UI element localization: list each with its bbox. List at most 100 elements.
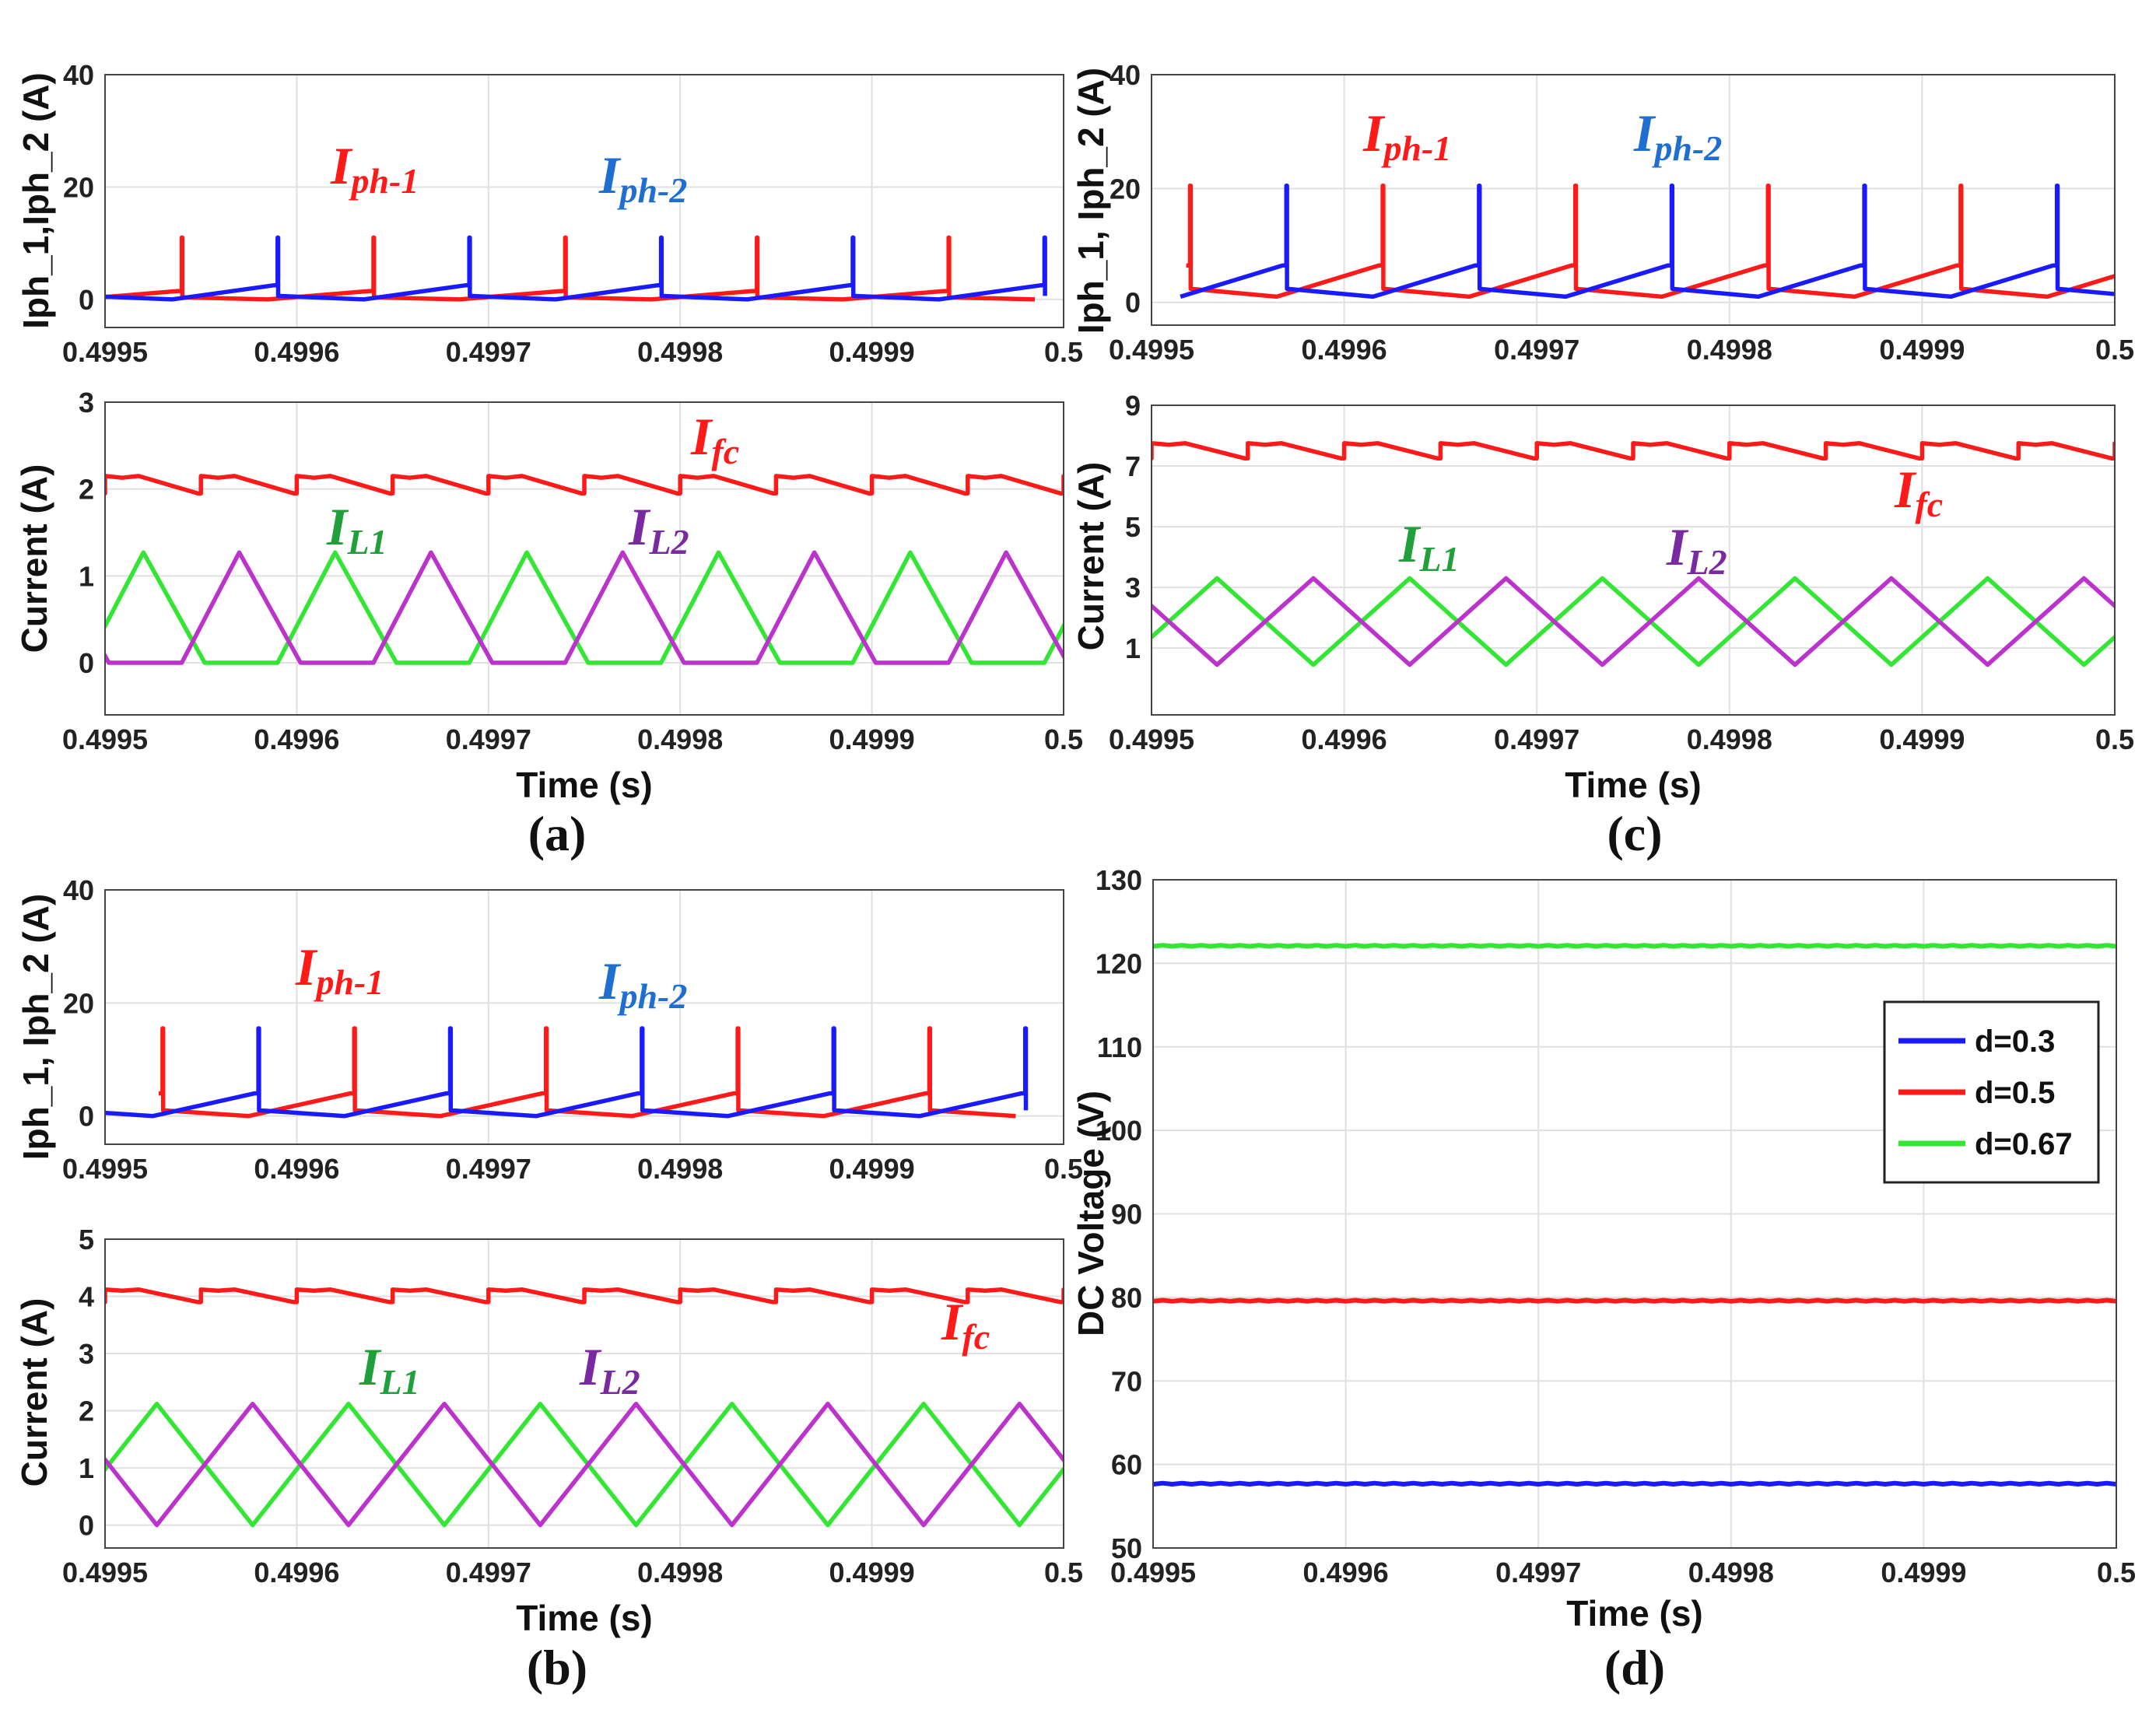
series-d-0-67 (1153, 943, 2116, 949)
x-tick-label: 0.4998 (637, 1153, 723, 1185)
annotation-iph1-b-sub: ph-1 (313, 962, 384, 1002)
y-tick-label: 70 (1111, 1365, 1142, 1397)
series-d-0-3 (1153, 1480, 2116, 1487)
chart-a-bottom: 0.4995 0.4996 0.4997 0.4998 0.4999 0.5 0 1 2 3 Cur… (14, 387, 1083, 805)
series-ifc (105, 1287, 1064, 1305)
annotation-ifc-a: Ifc (690, 407, 739, 471)
y-tick-label: 40 (63, 874, 94, 906)
x-tick-label: 0.4996 (254, 1153, 339, 1185)
annotation-il1-a-main: I (326, 497, 349, 556)
x-tick-label: 0.4995 (62, 1153, 148, 1185)
y-tick-label: 3 (79, 387, 94, 418)
annotation-ifc-b: Ifc (941, 1292, 990, 1357)
annotation-iph1-c: Iph-1 (1362, 103, 1451, 168)
y-axis-label: DC Voltage (V) (1071, 1091, 1111, 1336)
annotation-ifc-c: Ifc (1894, 460, 1943, 524)
x-tick-label: 0.4999 (1879, 334, 1965, 366)
y-tick-label: 130 (1096, 864, 1142, 896)
series-ifc (1152, 441, 2115, 461)
x-axis-label: Time (s) (516, 765, 653, 805)
x-tick-label: 0.5 (2095, 334, 2134, 366)
series-iph-2 (1180, 183, 2115, 299)
annotation-il2-a-main: I (628, 497, 651, 556)
annotation-iph2-b: Iph-2 (598, 951, 687, 1016)
x-tick-label: 0.4996 (254, 336, 339, 368)
annotation-il2-c: IL2 (1666, 517, 1727, 582)
x-tick-label: 0.4996 (1302, 334, 1387, 366)
y-tick-label: 2 (79, 1396, 94, 1427)
legend-entry: d=0.3 (1975, 1024, 2055, 1059)
x-tick-label: 0.5 (1044, 1557, 1083, 1588)
annotation-il2-b-main: I (579, 1337, 602, 1396)
x-tick-label: 0.4996 (1302, 723, 1387, 755)
series-ifc (105, 474, 1064, 496)
annotation-iph1-a: Iph-1 (330, 136, 419, 201)
y-tick-label: 3 (79, 1338, 94, 1370)
annotation-il2-b-sub: L2 (599, 1362, 640, 1402)
y-tick-label: 0 (79, 647, 94, 679)
y-tick-label: 5 (1125, 511, 1141, 543)
y-tick-label: 2 (79, 474, 94, 506)
x-tick-label: 0.4997 (446, 1153, 531, 1185)
y-tick-label: 100 (1096, 1115, 1142, 1147)
y-tick-label: 90 (1111, 1199, 1142, 1231)
y-tick-label: 20 (1110, 173, 1141, 205)
x-tick-label: 0.5 (2097, 1557, 2136, 1588)
annotation-iph2-c: Iph-2 (1633, 103, 1722, 168)
x-tick-label: 0.4995 (62, 723, 148, 755)
annotation-il1-a: IL1 (326, 497, 387, 562)
x-tick-label: 0.4999 (1879, 723, 1965, 755)
annotation-iph2-a-sub: ph-2 (616, 170, 687, 210)
y-axis-label: Iph_1,Iph_2 (A) (16, 72, 56, 329)
annotation-iph2-c-sub: ph-2 (1651, 128, 1722, 168)
x-tick-label: 0.4997 (446, 336, 531, 368)
y-tick-label: 3 (1125, 572, 1141, 604)
y-tick-label: 60 (1111, 1449, 1142, 1481)
annotation-ifc-c-main: I (1894, 460, 1917, 519)
x-tick-label: 0.4997 (1494, 723, 1579, 755)
x-tick-label: 0.4997 (446, 1557, 531, 1588)
series-il2 (1152, 576, 2115, 667)
x-axis-label: Time (s) (1565, 765, 1702, 805)
annotation-il2-c-main: I (1666, 517, 1689, 576)
y-tick-label: 40 (63, 59, 94, 91)
series-iph-2 (105, 1026, 1029, 1119)
chart-a-top: 0.4995 0.4996 0.4997 0.4998 0.4999 0.502040Ip… (16, 59, 1083, 368)
x-tick-label: 0.4997 (1494, 334, 1579, 366)
annotation-iph2-b-main: I (598, 951, 622, 1010)
series-iph-1 (159, 1026, 1016, 1119)
annotation-iph2-c-main: I (1633, 103, 1656, 163)
annotation-il2-b: IL2 (579, 1337, 640, 1402)
y-tick-label: 50 (1111, 1532, 1142, 1564)
annotation-il1-b: IL1 (359, 1337, 420, 1402)
axes-frame (104, 401, 1064, 716)
x-tick-label: 0.4998 (1687, 334, 1772, 366)
panel-label-b: (b) (527, 1640, 587, 1695)
annotation-il1-c-sub: L1 (1418, 539, 1459, 579)
annotation-il1-b-main: I (359, 1337, 382, 1396)
plot-area (1152, 75, 2115, 325)
x-tick-label: 0.4996 (1303, 1557, 1389, 1588)
x-tick-label: 0.4998 (637, 1557, 723, 1588)
annotation-iph1-a-main: I (330, 136, 353, 195)
x-tick-label: 0.5 (1044, 723, 1083, 755)
x-tick-label: 0.4998 (1687, 723, 1772, 755)
y-tick-label: 5 (79, 1224, 94, 1255)
y-axis-label: Current (A) (1071, 462, 1111, 651)
legend-entry: d=0.67 (1975, 1127, 2073, 1161)
axes-frame (104, 889, 1064, 1145)
plot-area (105, 890, 1064, 1144)
y-tick-label: 80 (1111, 1282, 1142, 1314)
y-tick-label: 0 (79, 284, 94, 316)
chart-b-top: 0.4995 0.4996 0.4997 0.4998 0.4999 0.502040Ip… (16, 874, 1083, 1185)
annotation-iph2-a: Iph-2 (598, 145, 687, 210)
chart-c-bottom: 0.4995 0.4996 0.4997 0.4998 0.4999 0.5 1 3 5 7 9 Cu… (1071, 390, 2134, 805)
y-tick-label: 0 (1125, 287, 1141, 319)
annotation-il1-a-sub: L1 (346, 522, 387, 562)
y-tick-label: 0 (79, 1510, 94, 1542)
x-tick-label: 0.4998 (637, 336, 723, 368)
y-axis-label: Current (A) (14, 1298, 54, 1487)
annotation-ifc-b-main: I (941, 1292, 964, 1351)
axes-frame (1152, 879, 2117, 1549)
